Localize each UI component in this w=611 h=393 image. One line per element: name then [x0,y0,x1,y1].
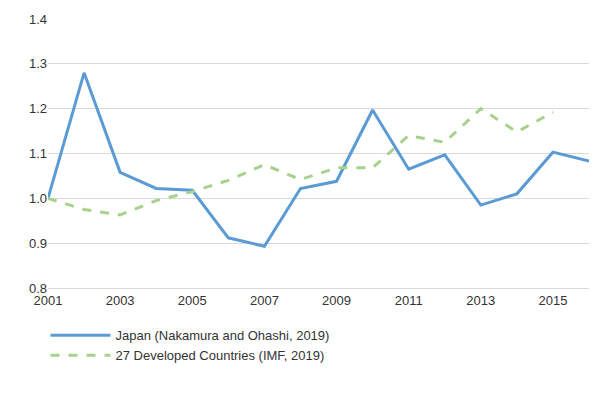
svg-text:0.9: 0.9 [29,236,47,251]
svg-text:0.8: 0.8 [29,281,47,296]
svg-text:2001: 2001 [34,293,63,308]
svg-text:1.2: 1.2 [29,101,47,116]
svg-text:2009: 2009 [322,293,351,308]
svg-text:Japan (Nakamura and Ohashi, 20: Japan (Nakamura and Ohashi, 2019) [116,328,330,343]
svg-text:1.0: 1.0 [29,191,47,206]
svg-text:27 Developed Countries (IMF, 2: 27 Developed Countries (IMF, 2019) [116,348,325,363]
svg-text:2015: 2015 [538,293,567,308]
svg-text:1.3: 1.3 [29,56,47,71]
svg-text:2011: 2011 [395,293,423,308]
svg-text:2007: 2007 [250,293,279,308]
svg-text:2013: 2013 [466,293,495,308]
svg-text:2003: 2003 [106,293,135,308]
svg-text:2005: 2005 [178,293,207,308]
svg-text:1.1: 1.1 [29,146,47,161]
svg-text:1.4: 1.4 [29,12,47,27]
